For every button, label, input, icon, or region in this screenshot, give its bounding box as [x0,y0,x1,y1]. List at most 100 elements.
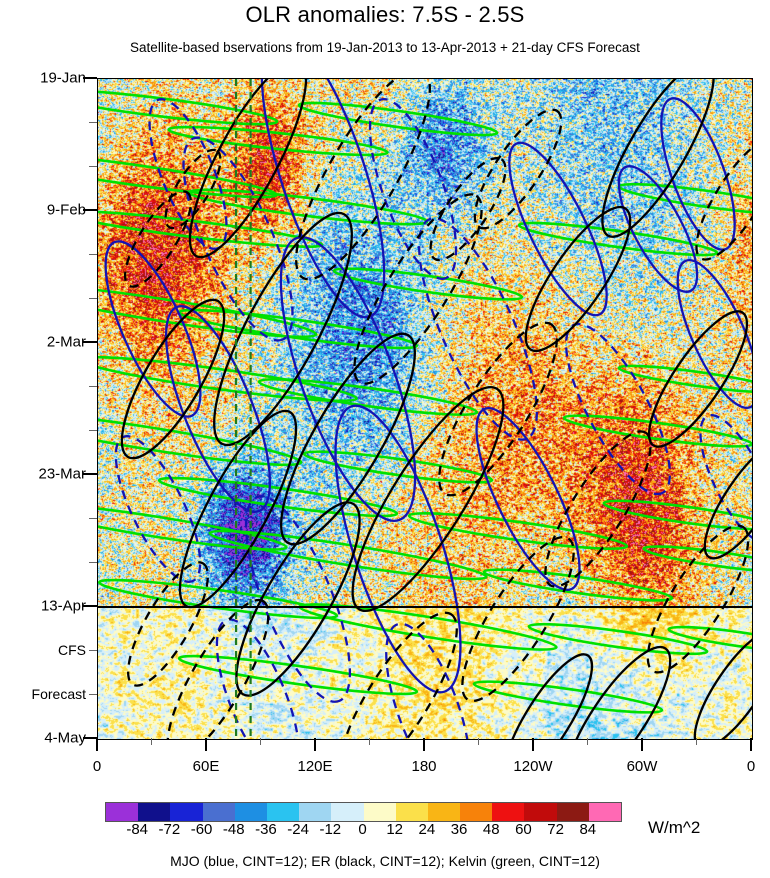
mjo-wave-contour [508,141,608,317]
mjo-wave-contour [244,495,352,703]
y-axis-major-tick [83,209,97,212]
x-axis-tick-label: 60E [192,758,220,775]
plot-area[interactable] [97,78,753,740]
colorbar-tick-label: -84 [126,821,149,838]
colorbar-units: W/m^2 [648,818,701,837]
er-wave-contour [647,310,749,448]
mjo-wave-contour [279,236,417,522]
y-axis-minor-tick [89,385,97,387]
colorbar-tick-label: 24 [418,821,436,838]
colorbar[interactable] [105,802,622,822]
colorbar-swatch [202,803,235,821]
colorbar-tick-label: 12 [386,821,404,838]
kelvin-wave-contour [157,476,399,518]
y-axis-major-tick [83,605,97,608]
kelvin-wave-contour [98,209,324,249]
x-axis-tick-label: 0 [92,758,102,775]
mjo-wave-contour [104,240,202,418]
er-wave-contour [473,108,563,230]
mjo-wave-contour [334,404,462,694]
x-axis-minor-tick [478,738,480,745]
y-axis-labels: 19-Jan 9-Feb 2-Mar 23-Mar 13-Apr 4-May CFS Fore… [0,0,86,878]
colorbar-tick-label: 72 [547,821,564,838]
kelvin-wave-contour [472,680,664,714]
colorbar-tick-label: 36 [450,821,468,838]
mjo-wave-contour [564,322,672,496]
wave-contour-overlay [98,79,752,739]
x-axis-minor-tick [151,738,153,745]
y-axis-tick-label: 2-Mar [46,333,86,351]
er-wave-contour [693,628,752,739]
kelvin-wave-contour [617,364,752,394]
colorbar-tick-label: 48 [482,821,500,838]
figure-caption: MJO (blue, CINT=12); ER (black, CINT=12)… [170,853,600,869]
er-wave-contour [351,385,505,613]
y-axis-minor-tick [89,693,97,695]
y-axis-minor-tick [89,121,97,123]
kelvin-wave-contour [98,88,279,126]
er-wave-contour [166,598,270,739]
mjo-wave-contour [385,622,471,739]
y-axis-tick-label: 13-Apr [40,597,86,615]
er-wave-contour [120,298,226,460]
page-title: OLR anomalies: 7.5S - 2.5S [245,2,525,27]
y-axis-tick-label: 4-May [44,729,86,747]
mjo-wave-contour [660,97,736,251]
er-wave-contour [429,156,507,262]
er-wave-contour [524,205,632,353]
er-wave-contour [280,332,416,546]
colorbar-swatch [363,803,396,821]
kelvin-wave-contour [642,545,752,573]
x-axis-major-tick [750,738,753,751]
x-axis-tick-label: 60W [626,758,658,775]
kelvin-wave-contour [98,503,288,551]
kelvin-wave-contour [98,355,358,403]
mjo-wave-contour [368,97,458,281]
mjo-wave-contour [182,136,294,342]
y-axis-major-tick [83,77,97,80]
kelvin-wave-contour [298,603,558,651]
er-wave-contour [188,79,308,259]
y-axis-major-tick [83,473,97,476]
colorbar-swatch [427,803,461,821]
colorbar-swatch [460,803,493,821]
y-axis-tick-label: 23-Mar [38,465,86,483]
y-axis-minor-tick [89,517,97,519]
kelvin-wave-contour [297,101,499,137]
er-wave-contour [461,535,575,703]
colorbar-tick-label: -60 [190,821,213,838]
kelvin-wave-contour [302,450,494,484]
er-wave-contour [601,79,715,238]
colorbar-swatch [170,803,203,821]
y-axis-minor-tick [89,561,97,563]
colorbar-swatch [138,803,171,821]
x-axis-major-tick [314,738,317,751]
er-wave-contour [338,611,458,739]
kelvin-wave-contour [98,578,339,620]
colorbar-swatch [266,803,300,821]
er-wave-contour [123,190,193,288]
x-axis-major-tick [205,738,208,751]
er-wave-contour [235,501,361,697]
kelvin-wave-contour [257,377,479,417]
y-axis-minor-tick [89,649,97,651]
kelvin-wave-contour [517,221,719,257]
colorbar-swatch [395,803,428,821]
kelvin-wave-contour [407,511,629,551]
y-axis-major-tick [83,341,97,344]
y-axis-minor-tick [89,165,97,167]
x-axis-tick-label: 120E [297,758,333,775]
colorbar-swatch [588,803,621,821]
colorbar-tick-labels: -84 -72 -60 -48 -36 -24 -12 0 12 24 36 48 60 72 84 [105,821,620,841]
y-axis-minor-tick [89,253,97,255]
er-wave-contour [213,211,353,447]
colorbar-swatch [492,803,525,821]
kelvin-wave-contour [482,568,674,602]
x-axis-tick-label: 0 [746,758,756,775]
colorbar-swatch [524,803,557,821]
mjo-wave-contour [676,259,752,409]
colorbar-tick-label: -48 [222,821,245,838]
x-axis-minor-tick [260,738,262,745]
x-axis-minor-tick [369,738,371,745]
x-axis-major-tick [641,738,644,751]
